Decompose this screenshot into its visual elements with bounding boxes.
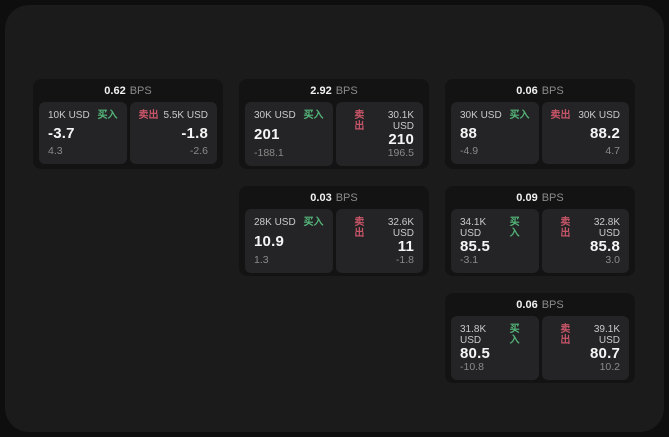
buy-price: 85.5 [460, 238, 490, 255]
buy-amount: 28K USD [254, 217, 296, 228]
bps-unit-label: BPS [541, 84, 564, 97]
quote-panels: 31.8K USD 买入 80.5 -10.8 卖出 39.1K USD 80.… [445, 316, 635, 383]
sell-side-label: 卖出 [354, 217, 365, 239]
buy-panel[interactable]: 31.8K USD 买入 80.5 -10.8 [451, 316, 539, 380]
sell-delta: 10.2 [599, 361, 620, 373]
bps-value: 0.09 [516, 191, 538, 204]
buy-panel[interactable]: 34.1K USD 买入 85.5 -3.1 [451, 209, 539, 273]
buy-delta: -3.1 [460, 254, 479, 266]
sell-panel[interactable]: 卖出 30.1K USD 210 196.5 [335, 102, 423, 166]
sell-price: 210 [388, 131, 414, 148]
card-header: 0.06 BPS [445, 293, 635, 316]
sell-panel[interactable]: 卖出 32.6K USD 11 -1.8 [335, 209, 423, 273]
bps-value: 0.62 [104, 84, 126, 97]
card-header: 2.92 BPS [239, 79, 429, 102]
buy-amount: 34.1K USD [460, 217, 487, 239]
buy-amount: 31.8K USD [460, 324, 487, 346]
buy-side-label: 买入 [303, 217, 324, 228]
buy-price: 88 [460, 124, 478, 142]
quote-panels: 28K USD 买入 10.9 1.3 卖出 32.6K USD 11 -1.8 [239, 209, 429, 276]
quote-card: 0.03 BPS 28K USD 买入 10.9 1.3 卖出 32.6K US… [239, 186, 429, 276]
buy-delta: -4.9 [460, 145, 479, 157]
quote-card: 2.92 BPS 30K USD 买入 201 -188.1 卖出 30.1K … [239, 79, 429, 169]
sell-price: 85.8 [590, 238, 620, 255]
quote-panels: 30K USD 买入 201 -188.1 卖出 30.1K USD 210 1… [239, 102, 429, 169]
buy-side-label: 买入 [509, 110, 530, 121]
sell-price: 11 [397, 238, 414, 255]
quote-panels: 34.1K USD 买入 85.5 -3.1 卖出 32.8K USD 85.8… [445, 209, 635, 276]
quote-card: 0.62 BPS 10K USD 买入 -3.7 4.3 卖出 5.5K USD [33, 79, 223, 169]
quote-card: 0.09 BPS 34.1K USD 买入 85.5 -3.1 卖出 32.8K… [445, 186, 635, 276]
bps-unit-label: BPS [335, 84, 358, 97]
card-header: 0.09 BPS [445, 186, 635, 209]
buy-price: 80.5 [460, 345, 490, 362]
bps-value: 0.06 [516, 84, 538, 97]
buy-delta: 4.3 [48, 145, 63, 157]
buy-price: -3.7 [48, 124, 75, 142]
sell-panel[interactable]: 卖出 5.5K USD -1.8 -2.6 [129, 102, 217, 164]
sell-panel[interactable]: 卖出 32.8K USD 85.8 3.0 [541, 209, 629, 273]
sell-panel[interactable]: 卖出 30K USD 88.2 4.7 [541, 102, 629, 164]
sell-amount: 30.1K USD [387, 110, 414, 132]
buy-amount: 30K USD [254, 110, 296, 121]
sell-amount: 30K USD [578, 110, 620, 121]
sell-price: -1.8 [181, 124, 208, 142]
bps-value: 2.92 [310, 84, 332, 97]
quote-card: 0.06 BPS 31.8K USD 买入 80.5 -10.8 卖出 39.1… [445, 293, 635, 383]
sell-side-label: 卖出 [560, 217, 571, 239]
buy-side-label: 买入 [509, 217, 520, 239]
buy-panel[interactable]: 30K USD 买入 201 -188.1 [245, 102, 333, 166]
quote-cards-grid: 0.62 BPS 10K USD 买入 -3.7 4.3 卖出 5.5K USD [33, 79, 635, 383]
sell-amount: 32.6K USD [387, 217, 414, 239]
sell-side-label: 卖出 [138, 110, 159, 121]
buy-panel[interactable]: 30K USD 买入 88 -4.9 [451, 102, 539, 164]
buy-side-label: 买入 [509, 324, 520, 346]
card-header: 0.03 BPS [239, 186, 429, 209]
quote-panels: 30K USD 买入 88 -4.9 卖出 30K USD 88.2 4.7 [445, 102, 635, 169]
buy-side-label: 买入 [303, 110, 324, 121]
bps-unit-label: BPS [541, 298, 564, 311]
buy-delta: 1.3 [254, 254, 269, 266]
app-window: 0.62 BPS 10K USD 买入 -3.7 4.3 卖出 5.5K USD [5, 5, 664, 432]
card-header: 0.06 BPS [445, 79, 635, 102]
bps-unit-label: BPS [541, 191, 564, 204]
buy-delta: -188.1 [254, 147, 284, 159]
quote-panels: 10K USD 买入 -3.7 4.3 卖出 5.5K USD -1.8 -2.… [33, 102, 223, 169]
sell-side-label: 卖出 [560, 324, 571, 346]
sell-amount: 39.1K USD [593, 324, 620, 346]
sell-delta: -2.6 [189, 145, 208, 157]
sell-amount: 5.5K USD [163, 110, 208, 121]
sell-side-label: 卖出 [550, 110, 571, 121]
sell-delta: -1.8 [395, 254, 414, 266]
card-header: 0.62 BPS [33, 79, 223, 102]
buy-panel[interactable]: 28K USD 买入 10.9 1.3 [245, 209, 333, 273]
buy-panel[interactable]: 10K USD 买入 -3.7 4.3 [39, 102, 127, 164]
sell-panel[interactable]: 卖出 39.1K USD 80.7 10.2 [541, 316, 629, 380]
bps-unit-label: BPS [335, 191, 358, 204]
buy-amount: 10K USD [48, 110, 90, 121]
buy-side-label: 买入 [97, 110, 118, 121]
bps-value: 0.06 [516, 298, 538, 311]
buy-amount: 30K USD [460, 110, 502, 121]
sell-price: 88.2 [590, 124, 620, 142]
buy-price: 10.9 [254, 232, 284, 250]
buy-delta: -10.8 [460, 361, 484, 373]
sell-delta: 4.7 [605, 145, 620, 157]
sell-price: 80.7 [590, 345, 620, 362]
sell-side-label: 卖出 [354, 110, 365, 132]
sell-amount: 32.8K USD [593, 217, 620, 239]
sell-delta: 3.0 [605, 254, 620, 266]
sell-delta: 196.5 [387, 147, 414, 159]
buy-price: 201 [254, 125, 280, 143]
bps-value: 0.03 [310, 191, 332, 204]
bps-unit-label: BPS [129, 84, 152, 97]
quote-card: 0.06 BPS 30K USD 买入 88 -4.9 卖出 30K USD [445, 79, 635, 169]
